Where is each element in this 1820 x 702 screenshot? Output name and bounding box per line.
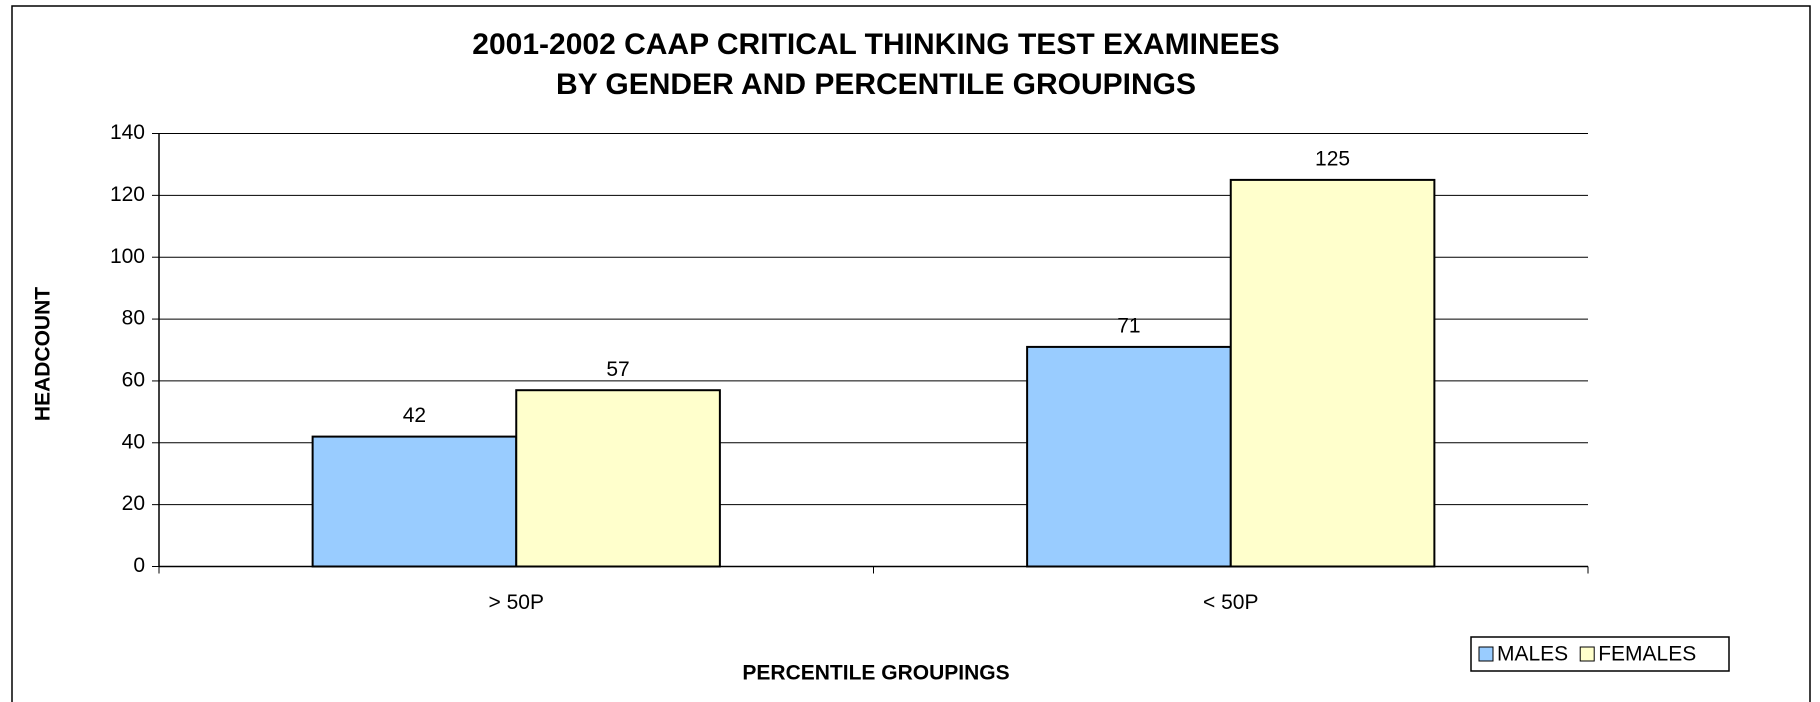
data-label: 57: [606, 358, 629, 381]
y-tick-label: 0: [133, 554, 145, 577]
x-tick-label: < 50P: [1203, 591, 1258, 614]
legend-label: MALES: [1497, 643, 1568, 666]
legend-swatch: [1579, 646, 1595, 662]
y-tick-label: 100: [110, 245, 145, 268]
y-tick-label: 140: [110, 121, 145, 144]
x-tick-label: > 50P: [489, 591, 544, 614]
bar: [1026, 345, 1232, 568]
y-tick-label: 20: [122, 492, 145, 515]
y-axis-label: HEADCOUNT: [32, 287, 55, 421]
chart-title: 2001-2002 CAAP CRITICAL THINKING TEST EX…: [472, 28, 1279, 61]
y-tick-label: 80: [122, 307, 145, 330]
chart-frame: [11, 5, 1811, 702]
x-axis-label: PERCENTILE GROUPINGS: [742, 662, 1009, 685]
y-tick-label: 40: [122, 430, 145, 453]
legend-box: [1470, 636, 1730, 672]
y-tick-label: 120: [110, 183, 145, 206]
legend-swatch: [1478, 646, 1494, 662]
legend-label: FEMALES: [1598, 643, 1696, 666]
bar: [515, 389, 721, 568]
bar: [1229, 178, 1436, 568]
y-tick-label: 60: [122, 368, 145, 391]
data-label: 125: [1315, 147, 1350, 170]
data-label: 71: [1117, 314, 1140, 337]
data-label: 42: [403, 404, 426, 427]
chart-title: BY GENDER AND PERCENTILE GROUPINGS: [556, 68, 1196, 101]
bar: [311, 435, 518, 568]
